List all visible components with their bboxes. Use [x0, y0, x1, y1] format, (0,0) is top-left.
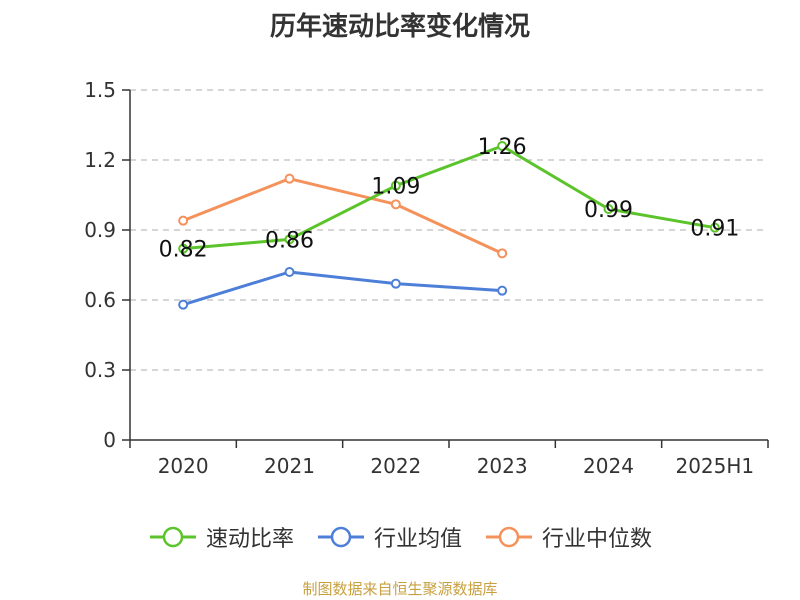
data-point: [284, 267, 295, 277]
data-point: [497, 248, 508, 259]
x-tick-label: 2020: [158, 454, 209, 478]
y-tick-label: 0.3: [84, 358, 116, 382]
series-line-2: [182, 177, 503, 255]
data-point: [390, 180, 401, 191]
data-label: 0.82: [159, 238, 208, 263]
data-point: [178, 299, 189, 310]
y-tick-label: 0: [103, 428, 116, 452]
data-point: [497, 285, 508, 296]
legend-label: 行业中位数: [542, 527, 653, 552]
y-tick-label: 0.6: [84, 288, 116, 312]
legend-line-circle-icon: [486, 526, 532, 548]
y-tick-label: 1.5: [84, 78, 116, 102]
legend-line-circle-icon: [317, 526, 364, 548]
series-line-0: [183, 144, 716, 251]
data-point: [390, 278, 401, 289]
legend-label: 速动比率: [205, 527, 294, 552]
x-tick-label: 2021: [264, 454, 315, 478]
data-point: [178, 215, 189, 226]
series-line-1: [182, 270, 503, 307]
y-tick-label: 0.9: [84, 218, 116, 242]
x-tick-label: 2022: [370, 454, 421, 478]
data-label: 0.99: [584, 198, 633, 223]
line-chart: 0 0.3 0.6 0.9 1.2 1.5 2020 2021 2022 2023 2024 2025…: [84, 78, 769, 478]
data-label: 1.09: [371, 175, 420, 200]
data-point: [497, 141, 508, 151]
data-label: 0.91: [690, 217, 739, 242]
legend-item[interactable]: 行业均值: [316, 521, 462, 553]
data-point: [603, 204, 614, 214]
data-point: [178, 243, 189, 254]
y-tick-label: 1.2: [84, 148, 116, 172]
x-tick-label: 2025H1: [675, 454, 754, 478]
data-point: [284, 173, 295, 184]
chart-title: 历年速动比率变化情况: [269, 12, 530, 42]
legend-item[interactable]: 行业中位数: [484, 521, 652, 553]
legend-line-circle-icon: [149, 526, 196, 548]
x-tick-label: 2023: [477, 454, 528, 478]
source-note: 制图数据来自恒生聚源数据库: [302, 580, 498, 598]
data-point: [709, 222, 720, 233]
legend-label: 行业均值: [373, 527, 462, 552]
legend: 速动比率 行业均值 行业中位数: [0, 520, 800, 554]
data-point: [390, 199, 401, 210]
x-tick-label: 2024: [583, 454, 634, 478]
data-label: 1.26: [478, 135, 527, 160]
data-label: 0.86: [265, 228, 314, 253]
legend-item[interactable]: 速动比率: [148, 521, 294, 553]
data-point: [284, 234, 295, 245]
